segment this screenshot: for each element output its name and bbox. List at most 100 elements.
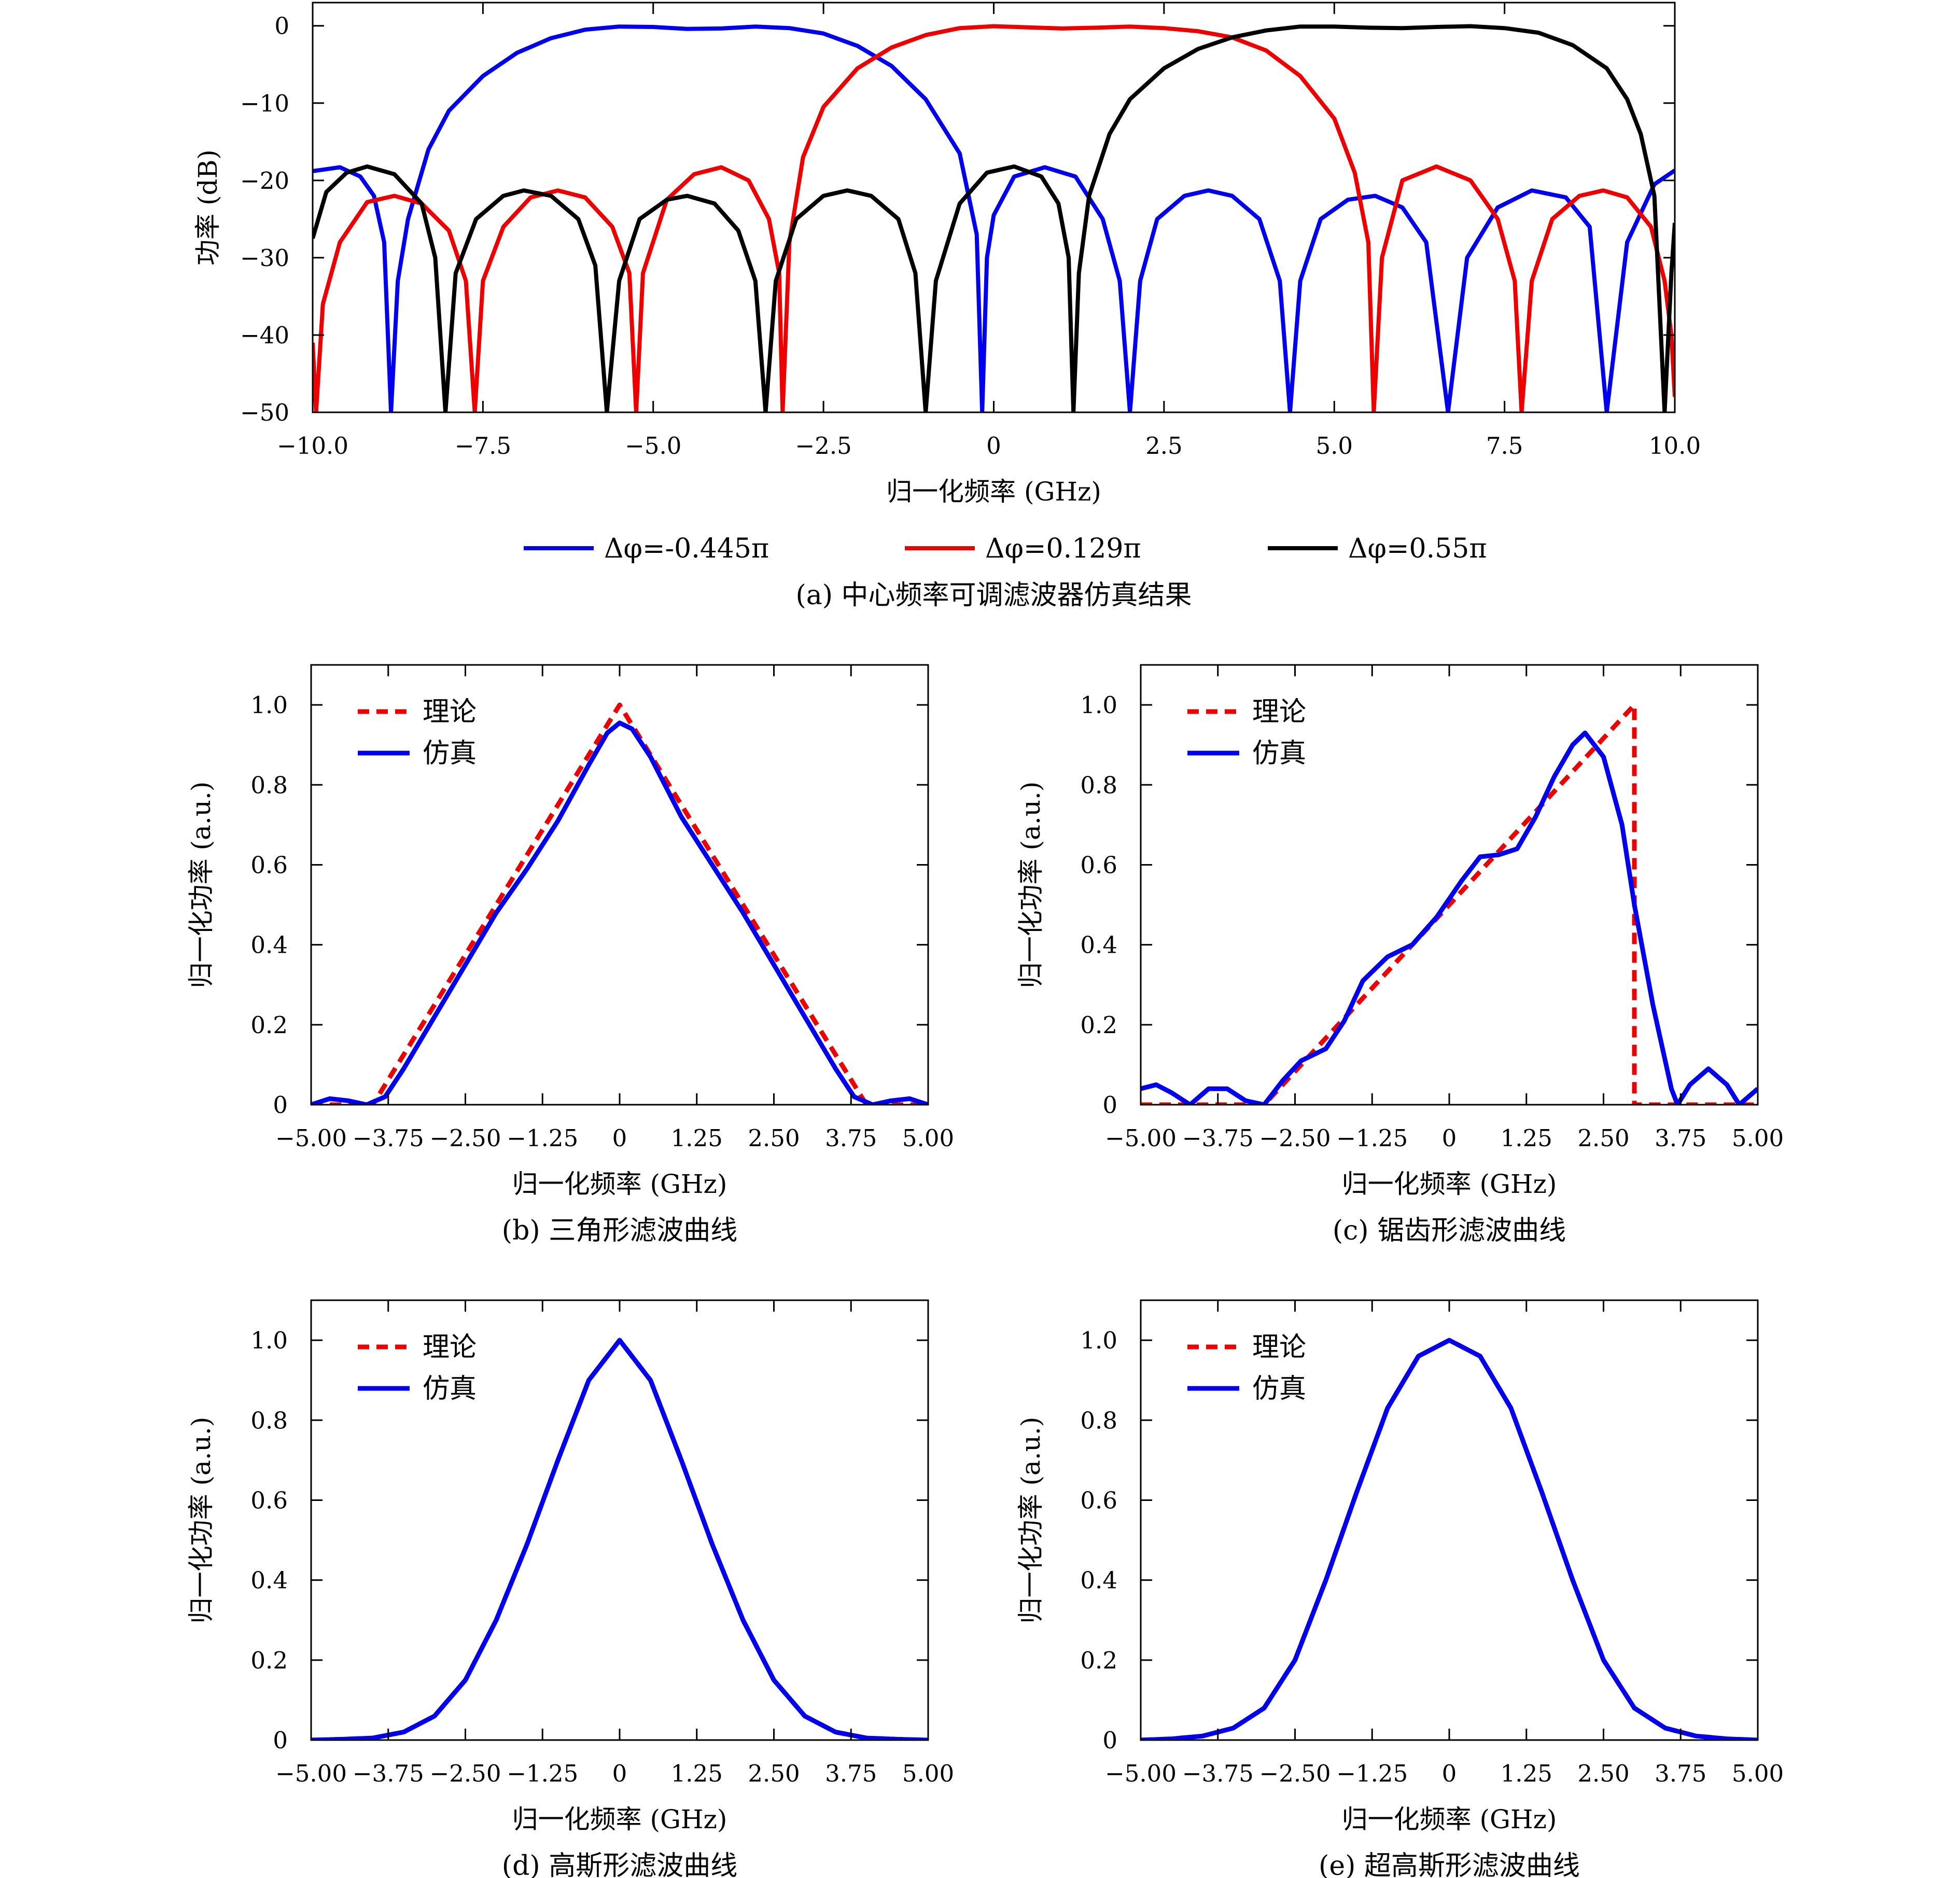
x-tick-label-d-0: −5.00 xyxy=(275,1760,347,1787)
series-line-e-1 xyxy=(1141,1338,1758,1740)
y-axis-label-d: 归一化功率 (a.u.) xyxy=(186,1417,216,1624)
series-line-b-1 xyxy=(311,720,928,1105)
y-tick-label-e-2: 0.4 xyxy=(1080,1567,1117,1594)
series-line-d-0 xyxy=(311,1338,928,1740)
series-line-c-1 xyxy=(1141,730,1758,1105)
x-tick-label-e-2: −2.50 xyxy=(1259,1760,1331,1787)
panel-c: −5.00 −3.75 −2.50 −1.25 0 1.25 2.50 3.75 5.00 0 0.… xyxy=(1016,664,1784,1246)
x-tick-label-c-0: −5.00 xyxy=(1105,1124,1177,1152)
panel-a: −10.0 −7.5 −5.0 −2.5 0 2.5 5.0 7.5 10.0 0 −10 −20 −3… xyxy=(193,2,1701,611)
legend-label-b-0: 理论 xyxy=(423,697,477,728)
x-axis-label-a: 归一化频率 (GHz) xyxy=(886,477,1101,507)
legend-label-c-1: 仿真 xyxy=(1252,738,1306,769)
y-tick-label-e-5: 1.0 xyxy=(1080,1327,1117,1354)
x-tick-label-a-7: 7.5 xyxy=(1486,432,1523,460)
plot-frame-a xyxy=(312,2,1676,413)
x-tick-label-c-4: 0 xyxy=(1442,1124,1457,1152)
y-axis-label-e: 归一化功率 (a.u.) xyxy=(1016,1417,1046,1624)
x-axis-label-b: 归一化频率 (GHz) xyxy=(512,1169,727,1199)
x-tick-label-d-7: 3.75 xyxy=(825,1760,877,1787)
x-tick-label-d-6: 2.50 xyxy=(748,1760,800,1787)
x-tick-label-b-4: 0 xyxy=(612,1124,627,1152)
x-axis-label-c: 归一化频率 (GHz) xyxy=(1342,1169,1557,1199)
caption-c: (c) 锯齿形滤波曲线 xyxy=(1333,1215,1566,1246)
x-tick-label-b-7: 3.75 xyxy=(825,1124,877,1152)
legend-label-c-0: 理论 xyxy=(1252,697,1306,728)
y-tick-label-b-3: 0.6 xyxy=(250,851,288,879)
x-tick-label-a-4: 0 xyxy=(986,432,1001,460)
y-tick-label-c-0: 0 xyxy=(1102,1091,1117,1119)
legend-label-e-0: 理论 xyxy=(1252,1332,1306,1363)
legend-label-e-1: 仿真 xyxy=(1252,1373,1306,1404)
x-tick-label-a-2: −5.0 xyxy=(625,432,681,460)
y-tick-label-e-3: 0.6 xyxy=(1080,1486,1117,1514)
x-tick-label-a-8: 10.0 xyxy=(1649,432,1701,460)
y-tick-label-d-4: 0.8 xyxy=(250,1407,288,1434)
y-tick-label-c-1: 0.2 xyxy=(1080,1011,1117,1039)
y-tick-label-e-4: 0.8 xyxy=(1080,1407,1117,1434)
x-tick-label-a-5: 2.5 xyxy=(1145,432,1183,460)
x-tick-label-a-1: −7.5 xyxy=(455,432,511,460)
caption-e: (e) 超高斯形滤波曲线 xyxy=(1319,1851,1580,1878)
legend-label-a-2: Δφ=0.55π xyxy=(1348,533,1487,564)
y-tick-label-a-2: −20 xyxy=(240,167,289,194)
plot-frame-e xyxy=(1140,1299,1759,1741)
x-tick-label-d-5: 1.25 xyxy=(671,1760,723,1787)
x-tick-label-b-3: −1.25 xyxy=(507,1124,578,1152)
y-tick-label-b-2: 0.4 xyxy=(250,931,288,959)
x-tick-label-a-0: −10.0 xyxy=(277,432,348,460)
x-tick-label-c-5: 1.25 xyxy=(1501,1124,1552,1152)
series-line-a-2 xyxy=(313,24,1675,412)
series-line-c-0 xyxy=(1141,702,1758,1105)
x-tick-label-c-7: 3.75 xyxy=(1655,1124,1706,1152)
legend-label-a-0: Δφ=-0.445π xyxy=(604,533,769,564)
x-tick-label-b-8: 5.00 xyxy=(902,1124,954,1152)
x-tick-label-a-3: −2.5 xyxy=(795,432,851,460)
legend-label-d-0: 理论 xyxy=(423,1332,477,1363)
caption-d: (d) 高斯形滤波曲线 xyxy=(502,1851,737,1878)
x-tick-label-e-3: −1.25 xyxy=(1336,1760,1408,1787)
y-tick-label-a-0: 0 xyxy=(274,12,289,40)
x-tick-label-b-2: −2.50 xyxy=(430,1124,501,1152)
x-tick-label-e-5: 1.25 xyxy=(1501,1760,1552,1787)
series-line-d-1 xyxy=(311,1338,928,1740)
plot-frame-b xyxy=(310,664,929,1106)
series-line-a-1 xyxy=(313,24,1675,412)
y-tick-label-c-4: 0.8 xyxy=(1080,771,1117,799)
y-tick-label-b-0: 0 xyxy=(273,1091,288,1119)
series-line-a-0 xyxy=(313,24,1675,412)
y-tick-label-d-3: 0.6 xyxy=(250,1486,288,1514)
x-axis-label-e: 归一化频率 (GHz) xyxy=(1342,1804,1557,1834)
plot-frame-c xyxy=(1140,664,1759,1106)
caption-b: (b) 三角形滤波曲线 xyxy=(502,1215,737,1246)
x-tick-label-d-3: −1.25 xyxy=(507,1760,578,1787)
x-tick-label-d-1: −3.75 xyxy=(353,1760,424,1787)
y-tick-label-d-5: 1.0 xyxy=(250,1327,288,1354)
caption-a: (a) 中心频率可调滤波器仿真结果 xyxy=(795,580,1192,611)
y-tick-label-e-1: 0.2 xyxy=(1080,1647,1117,1674)
x-tick-label-e-0: −5.00 xyxy=(1105,1760,1177,1787)
y-tick-label-c-3: 0.6 xyxy=(1080,851,1117,879)
x-tick-label-d-2: −2.50 xyxy=(430,1760,501,1787)
x-tick-label-c-1: −3.75 xyxy=(1182,1124,1254,1152)
y-tick-label-d-2: 0.4 xyxy=(250,1567,288,1594)
y-tick-label-b-1: 0.2 xyxy=(250,1011,288,1039)
x-tick-label-e-6: 2.50 xyxy=(1577,1760,1629,1787)
x-tick-label-e-4: 0 xyxy=(1442,1760,1457,1787)
y-tick-label-a-5: −50 xyxy=(240,399,289,426)
y-tick-label-b-4: 0.8 xyxy=(250,771,288,799)
x-tick-label-e-8: 5.00 xyxy=(1732,1760,1784,1787)
x-tick-label-a-6: 5.0 xyxy=(1315,432,1353,460)
y-axis-label-b: 归一化功率 (a.u.) xyxy=(186,782,216,989)
legend-label-b-1: 仿真 xyxy=(423,738,477,769)
x-tick-label-c-6: 2.50 xyxy=(1577,1124,1629,1152)
x-tick-label-e-1: −3.75 xyxy=(1182,1760,1254,1787)
x-tick-label-e-7: 3.75 xyxy=(1655,1760,1706,1787)
x-tick-label-d-4: 0 xyxy=(612,1760,627,1787)
x-tick-label-b-6: 2.50 xyxy=(748,1124,800,1152)
y-tick-label-c-2: 0.4 xyxy=(1080,931,1117,959)
y-tick-label-d-1: 0.2 xyxy=(250,1647,288,1674)
y-tick-label-d-0: 0 xyxy=(273,1727,288,1754)
y-tick-label-e-0: 0 xyxy=(1102,1727,1117,1754)
